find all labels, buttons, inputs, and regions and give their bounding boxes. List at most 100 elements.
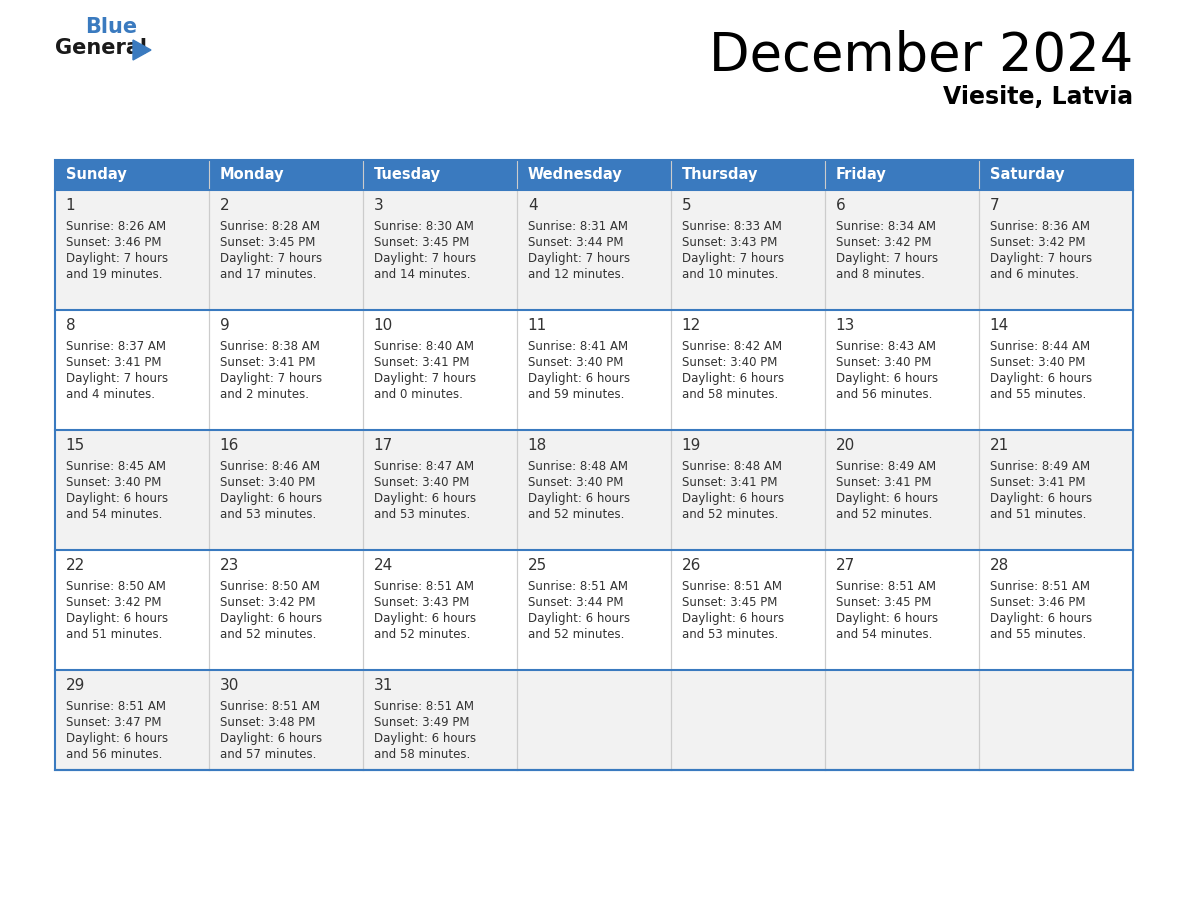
Text: Sunrise: 8:33 AM: Sunrise: 8:33 AM [682, 220, 782, 233]
Text: Sunrise: 8:51 AM: Sunrise: 8:51 AM [374, 580, 474, 593]
Text: 13: 13 [836, 318, 855, 333]
Bar [55, 190, 209, 310]
Text: 21: 21 [990, 438, 1009, 453]
Text: Daylight: 6 hours: Daylight: 6 hours [682, 612, 784, 625]
Text: 15: 15 [65, 438, 86, 453]
Text: Sunset: 3:43 PM: Sunset: 3:43 PM [682, 236, 777, 249]
Bar [55, 310, 209, 430]
Text: and 10 minutes.: and 10 minutes. [682, 268, 778, 281]
Text: 9: 9 [220, 318, 229, 333]
Bar [824, 190, 979, 310]
Text: Daylight: 7 hours: Daylight: 7 hours [836, 252, 937, 265]
Bar [671, 160, 824, 190]
Bar [364, 160, 517, 190]
Text: 5: 5 [682, 198, 691, 213]
Bar [671, 310, 824, 430]
Text: Sunrise: 8:28 AM: Sunrise: 8:28 AM [220, 220, 320, 233]
Text: Sunrise: 8:49 AM: Sunrise: 8:49 AM [990, 460, 1089, 473]
Text: Sunrise: 8:45 AM: Sunrise: 8:45 AM [65, 460, 166, 473]
Text: 2: 2 [220, 198, 229, 213]
Polygon shape [133, 40, 151, 60]
Text: Sunset: 3:41 PM: Sunset: 3:41 PM [374, 356, 469, 369]
Text: and 56 minutes.: and 56 minutes. [836, 388, 933, 401]
Text: Daylight: 6 hours: Daylight: 6 hours [374, 492, 476, 505]
Bar [979, 190, 1133, 310]
Text: Daylight: 6 hours: Daylight: 6 hours [682, 372, 784, 385]
Text: Daylight: 6 hours: Daylight: 6 hours [220, 612, 322, 625]
Text: Friday: Friday [836, 167, 886, 183]
Text: 8: 8 [65, 318, 75, 333]
Text: Sunrise: 8:50 AM: Sunrise: 8:50 AM [220, 580, 320, 593]
Text: Sunrise: 8:34 AM: Sunrise: 8:34 AM [836, 220, 936, 233]
Text: Viesite, Latvia: Viesite, Latvia [943, 85, 1133, 109]
Text: Sunrise: 8:37 AM: Sunrise: 8:37 AM [65, 340, 166, 353]
Text: 10: 10 [374, 318, 393, 333]
Text: and 12 minutes.: and 12 minutes. [527, 268, 624, 281]
Text: Sunset: 3:44 PM: Sunset: 3:44 PM [527, 236, 624, 249]
Bar [671, 430, 824, 550]
Text: Daylight: 6 hours: Daylight: 6 hours [836, 372, 937, 385]
Text: 14: 14 [990, 318, 1009, 333]
Bar [209, 430, 364, 550]
Text: Sunrise: 8:31 AM: Sunrise: 8:31 AM [527, 220, 627, 233]
Text: and 52 minutes.: and 52 minutes. [836, 508, 933, 521]
Text: Sunrise: 8:26 AM: Sunrise: 8:26 AM [65, 220, 166, 233]
Bar [517, 430, 671, 550]
Text: Daylight: 6 hours: Daylight: 6 hours [527, 492, 630, 505]
Text: Sunrise: 8:47 AM: Sunrise: 8:47 AM [374, 460, 474, 473]
Text: and 2 minutes.: and 2 minutes. [220, 388, 309, 401]
Bar [824, 310, 979, 430]
Text: Sunset: 3:42 PM: Sunset: 3:42 PM [836, 236, 931, 249]
Text: and 52 minutes.: and 52 minutes. [374, 628, 470, 641]
Bar [517, 190, 671, 310]
Text: Sunrise: 8:48 AM: Sunrise: 8:48 AM [527, 460, 627, 473]
Text: Daylight: 6 hours: Daylight: 6 hours [836, 612, 937, 625]
Text: and 54 minutes.: and 54 minutes. [836, 628, 933, 641]
Text: Sunset: 3:40 PM: Sunset: 3:40 PM [990, 356, 1085, 369]
Text: 16: 16 [220, 438, 239, 453]
Text: Daylight: 6 hours: Daylight: 6 hours [374, 732, 476, 745]
Text: Daylight: 6 hours: Daylight: 6 hours [682, 492, 784, 505]
Text: 19: 19 [682, 438, 701, 453]
Text: Sunset: 3:47 PM: Sunset: 3:47 PM [65, 716, 162, 729]
Text: 3: 3 [374, 198, 384, 213]
Text: Sunset: 3:48 PM: Sunset: 3:48 PM [220, 716, 315, 729]
Text: General: General [55, 38, 147, 58]
Text: Saturday: Saturday [990, 167, 1064, 183]
Bar [824, 670, 979, 770]
Bar [671, 190, 824, 310]
Text: Daylight: 7 hours: Daylight: 7 hours [65, 372, 168, 385]
Text: 28: 28 [990, 558, 1009, 573]
Text: 24: 24 [374, 558, 393, 573]
Text: Tuesday: Tuesday [374, 167, 441, 183]
Bar [824, 430, 979, 550]
Text: Sunrise: 8:51 AM: Sunrise: 8:51 AM [990, 580, 1089, 593]
Text: 12: 12 [682, 318, 701, 333]
Text: Sunset: 3:41 PM: Sunset: 3:41 PM [220, 356, 315, 369]
Text: Sunset: 3:41 PM: Sunset: 3:41 PM [836, 476, 931, 489]
Bar [55, 160, 209, 190]
Bar [979, 550, 1133, 670]
Text: 25: 25 [527, 558, 546, 573]
Text: Sunset: 3:40 PM: Sunset: 3:40 PM [527, 476, 624, 489]
Text: Daylight: 6 hours: Daylight: 6 hours [374, 612, 476, 625]
Text: and 14 minutes.: and 14 minutes. [374, 268, 470, 281]
Text: Sunset: 3:42 PM: Sunset: 3:42 PM [220, 596, 315, 609]
Text: and 58 minutes.: and 58 minutes. [374, 748, 470, 761]
Text: Daylight: 7 hours: Daylight: 7 hours [374, 372, 476, 385]
Text: Sunset: 3:42 PM: Sunset: 3:42 PM [990, 236, 1086, 249]
Bar [209, 670, 364, 770]
Text: Sunset: 3:46 PM: Sunset: 3:46 PM [65, 236, 162, 249]
Text: Daylight: 7 hours: Daylight: 7 hours [374, 252, 476, 265]
Text: and 54 minutes.: and 54 minutes. [65, 508, 162, 521]
Text: 29: 29 [65, 678, 86, 693]
Bar [364, 670, 517, 770]
Text: and 59 minutes.: and 59 minutes. [527, 388, 624, 401]
Text: Sunrise: 8:51 AM: Sunrise: 8:51 AM [682, 580, 782, 593]
Text: and 51 minutes.: and 51 minutes. [65, 628, 162, 641]
Bar [55, 670, 209, 770]
Text: 1: 1 [65, 198, 75, 213]
Text: 4: 4 [527, 198, 537, 213]
Text: and 52 minutes.: and 52 minutes. [527, 508, 624, 521]
Text: 11: 11 [527, 318, 546, 333]
